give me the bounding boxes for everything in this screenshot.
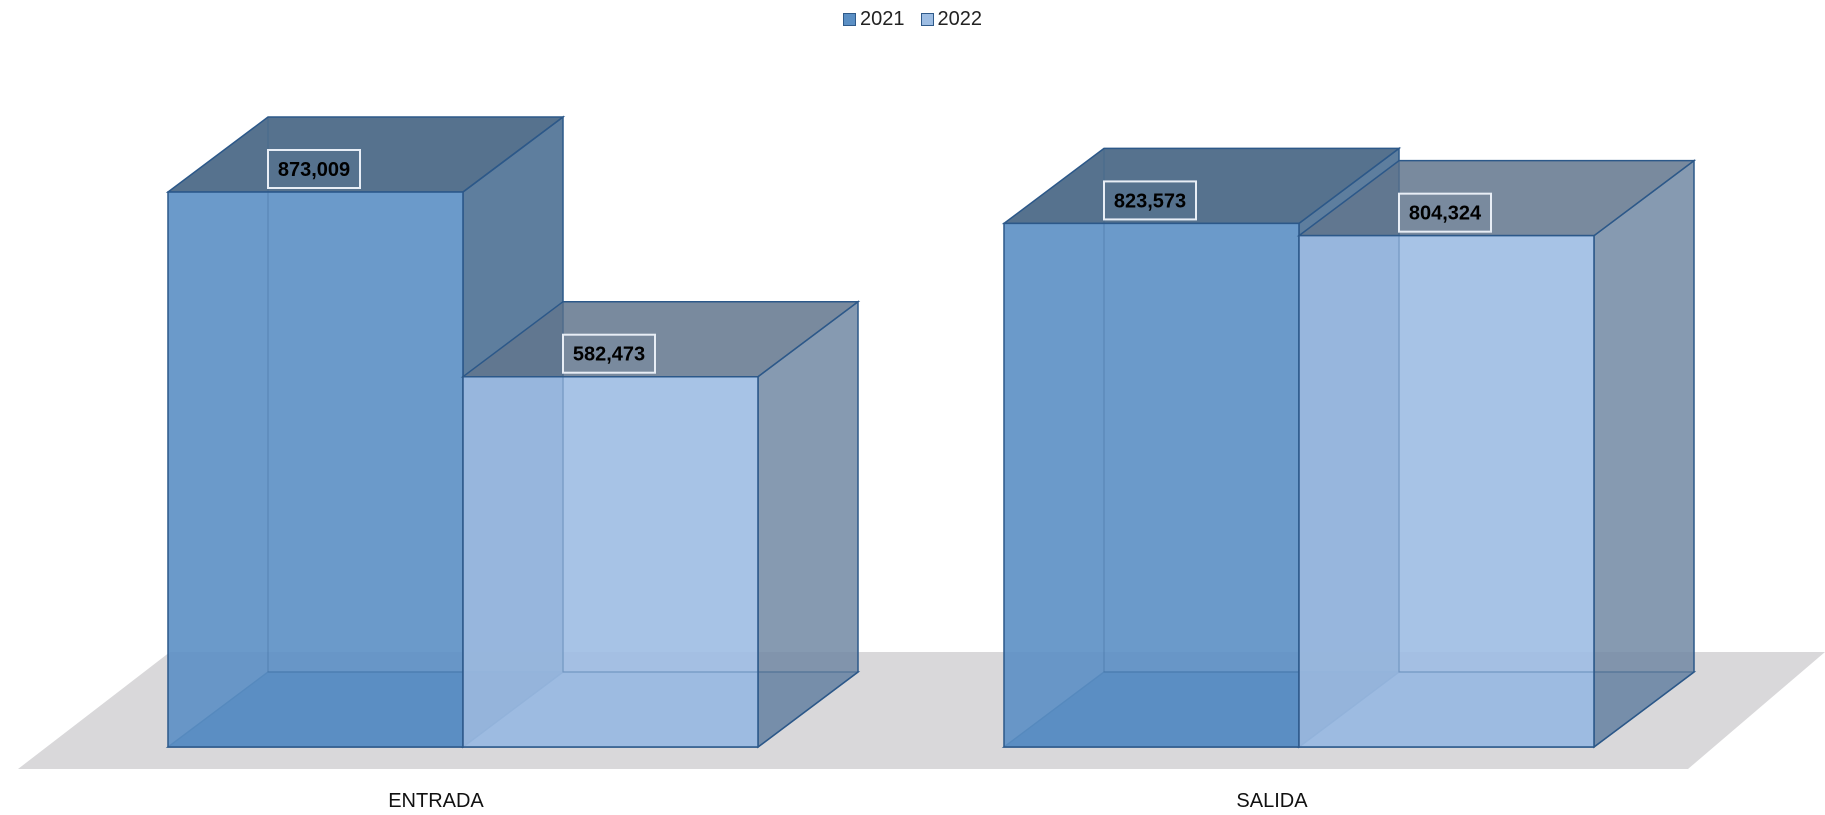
bar-entrada-2022-hidden-edges <box>562 301 858 673</box>
bar-entrada-2022-front-face <box>462 375 759 748</box>
bar-salida-2022-front-face <box>1298 234 1595 748</box>
chart-legend: 2021 2022 <box>0 8 1825 31</box>
category-label-salida: SALIDA <box>1236 790 1308 812</box>
data-label-entrada-2022-text: 582,473 <box>573 344 645 366</box>
legend-label-2021: 2021 <box>860 8 905 30</box>
data-label-salida-2021-text: 823,573 <box>1114 190 1186 212</box>
legend-swatch-2022 <box>920 13 934 26</box>
bar-entrada-2022 <box>460 300 861 749</box>
data-label-entrada-2022: 582,473 <box>562 333 656 374</box>
bar-salida-2022-side-face <box>1593 159 1695 749</box>
data-label-salida-2021-box <box>1103 180 1197 221</box>
bar-salida-2021-front-face <box>1003 222 1300 748</box>
legend-swatch-2021 <box>843 13 856 26</box>
data-label-salida-2022-text: 804,324 <box>1409 203 1482 225</box>
bar-salida-2022-hidden-edges <box>1398 160 1694 673</box>
data-label-salida-2022-box <box>1398 192 1492 233</box>
bar-salida-2022 <box>1296 159 1697 749</box>
legend-label-2022: 2022 <box>937 8 983 30</box>
legend-item-2021: 2021 <box>843 8 905 31</box>
data-label-entrada-2022-box <box>562 333 656 374</box>
bar-entrada-2022-side-face <box>757 300 859 749</box>
data-label-entrada-2021-text: 873,009 <box>278 159 350 181</box>
legend-item-2022: 2022 <box>920 8 983 31</box>
data-label-entrada-2021-box <box>267 149 361 189</box>
bar-entrada-2021-front-face <box>167 191 464 748</box>
category-label-entrada: ENTRADA <box>388 790 484 812</box>
data-label-salida-2022: 804,324 <box>1398 192 1492 233</box>
data-label-entrada-2021: 873,009 <box>267 149 361 189</box>
data-label-salida-2021: 823,573 <box>1103 180 1197 221</box>
